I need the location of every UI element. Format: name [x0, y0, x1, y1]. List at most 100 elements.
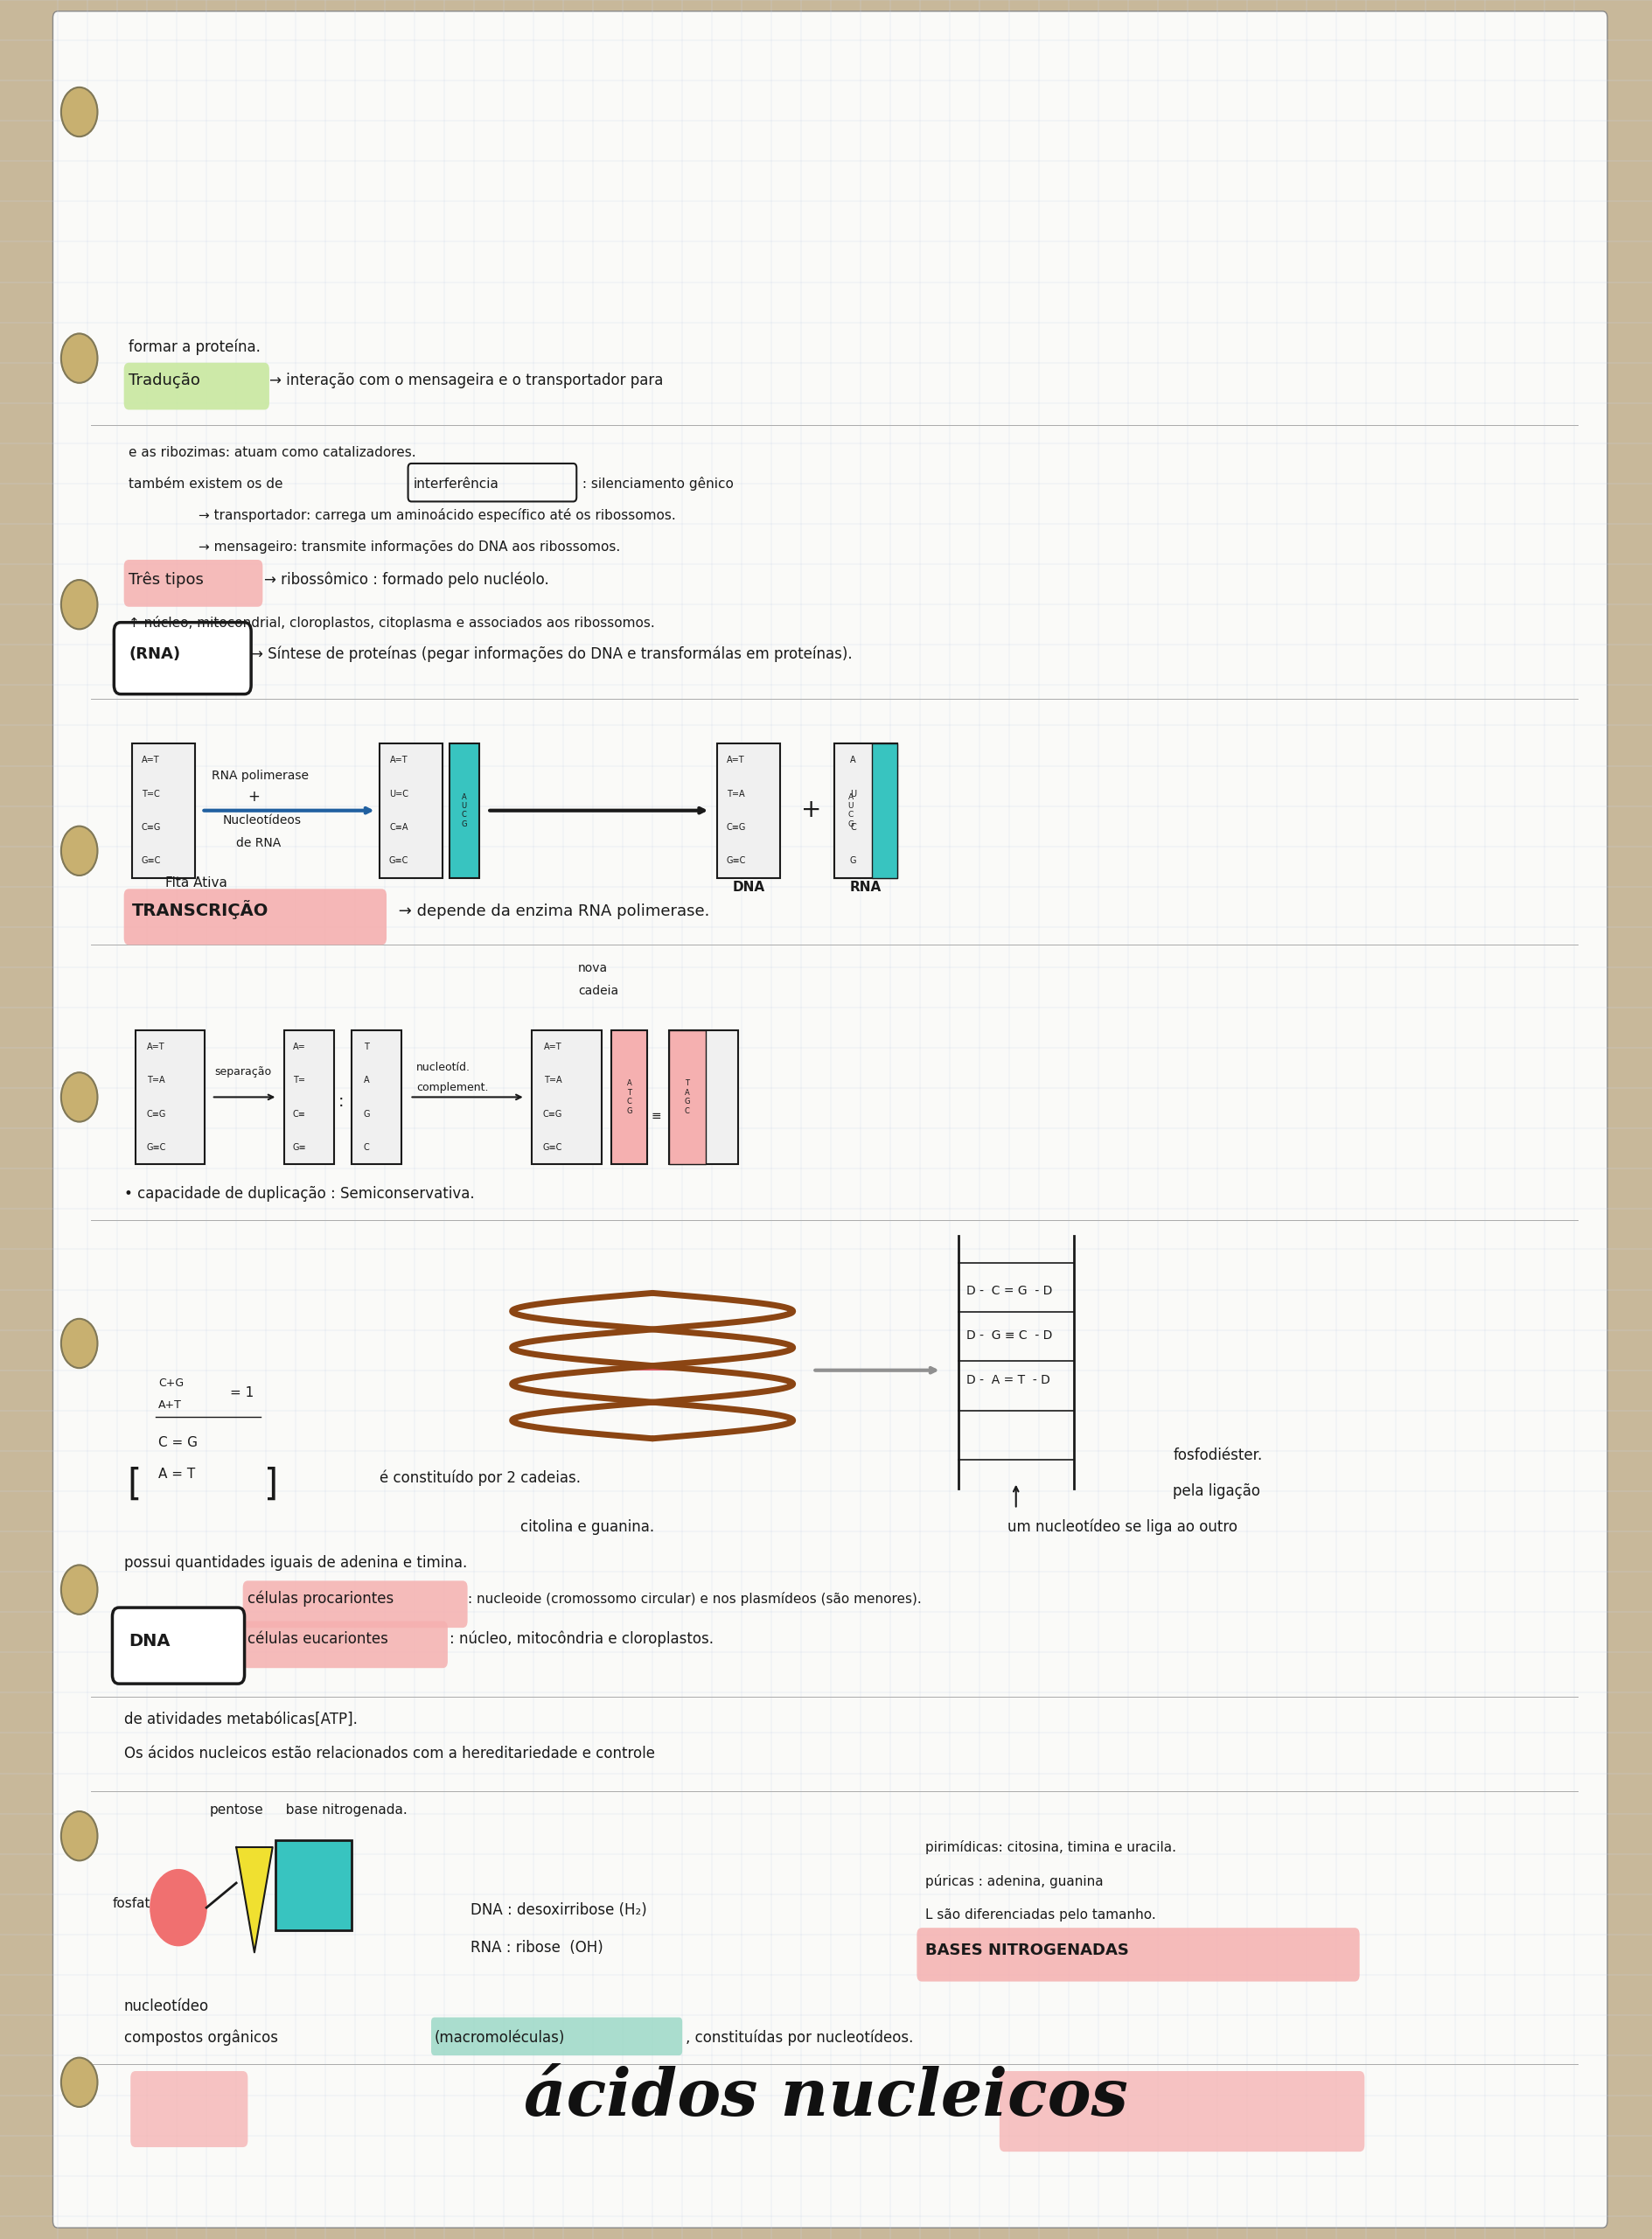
Text: → transportador: carrega um aminoácido específico até os ribossomos.: → transportador: carrega um aminoácido e…: [198, 508, 676, 522]
Circle shape: [61, 1072, 97, 1122]
FancyBboxPatch shape: [834, 743, 897, 878]
FancyBboxPatch shape: [917, 1928, 1360, 1982]
Text: C: C: [851, 824, 856, 831]
Text: C≡G: C≡G: [725, 824, 745, 831]
Text: T=C: T=C: [142, 790, 160, 797]
Text: :: :: [339, 1093, 344, 1111]
Text: → Síntese de proteínas (pegar informações do DNA e transformálas em proteínas).: → Síntese de proteínas (pegar informaçõe…: [251, 645, 852, 663]
Circle shape: [61, 1319, 97, 1368]
Text: (RNA): (RNA): [129, 647, 180, 663]
Text: de atividades metabólicas[ATP].: de atividades metabólicas[ATP].: [124, 1713, 357, 1729]
Text: D -  G ≡ C  - D: D - G ≡ C - D: [966, 1330, 1052, 1341]
Text: G≡C: G≡C: [725, 858, 745, 864]
Text: C = G: C = G: [159, 1435, 198, 1449]
Text: = 1: = 1: [230, 1386, 253, 1399]
Text: separação: separação: [215, 1066, 271, 1077]
FancyBboxPatch shape: [53, 11, 1607, 2228]
Text: D -  C = G  - D: D - C = G - D: [966, 1285, 1052, 1296]
Text: A=T: A=T: [390, 757, 408, 763]
Text: um nucleotídeo se liga ao outro: um nucleotídeo se liga ao outro: [1008, 1518, 1237, 1536]
Text: A: A: [851, 757, 856, 763]
FancyBboxPatch shape: [611, 1030, 648, 1164]
Text: é constituído por 2 cadeias.: é constituído por 2 cadeias.: [380, 1469, 582, 1487]
Text: fosfodiéster.: fosfodiéster.: [1173, 1449, 1262, 1464]
Text: RNA polimerase: RNA polimerase: [211, 770, 309, 781]
Text: Fita Ativa: Fita Ativa: [165, 875, 228, 889]
Text: ]: ]: [264, 1467, 279, 1505]
FancyBboxPatch shape: [669, 1030, 738, 1164]
Text: A=T: A=T: [142, 757, 160, 763]
Text: pentose: pentose: [210, 1802, 264, 1816]
Text: púricas : adenina, guanina: púricas : adenina, guanina: [925, 1874, 1104, 1887]
Text: : silenciamento gênico: : silenciamento gênico: [578, 477, 733, 490]
FancyBboxPatch shape: [284, 1030, 334, 1164]
Circle shape: [150, 1870, 206, 1946]
Text: de RNA: de RNA: [236, 837, 281, 849]
Text: T=A: T=A: [727, 790, 745, 797]
Text: (macromoléculas): (macromoléculas): [434, 2031, 565, 2046]
Text: C: C: [363, 1144, 370, 1151]
Text: : núcleo, mitocôndria e cloroplastos.: : núcleo, mitocôndria e cloroplastos.: [449, 1630, 714, 1648]
Text: T
A
G
C: T A G C: [684, 1079, 691, 1115]
Text: G≡C: G≡C: [544, 1144, 563, 1151]
FancyBboxPatch shape: [352, 1030, 401, 1164]
Text: RNA: RNA: [849, 880, 882, 893]
FancyBboxPatch shape: [132, 743, 195, 878]
FancyBboxPatch shape: [131, 2071, 248, 2147]
Text: → mensageiro: transmite informações do DNA aos ribossomos.: → mensageiro: transmite informações do D…: [198, 540, 620, 553]
Text: [: [: [127, 1467, 142, 1505]
FancyBboxPatch shape: [124, 363, 269, 410]
Text: A
T
C
G: A T C G: [626, 1079, 633, 1115]
Circle shape: [61, 334, 97, 383]
Text: C≡A: C≡A: [390, 824, 408, 831]
FancyBboxPatch shape: [276, 1840, 352, 1930]
Circle shape: [61, 2058, 97, 2107]
Text: pela ligação: pela ligação: [1173, 1484, 1260, 1500]
Text: interferência: interferência: [413, 477, 499, 490]
Circle shape: [61, 87, 97, 137]
FancyBboxPatch shape: [532, 1030, 601, 1164]
Text: base nitrogenada.: base nitrogenada.: [278, 1802, 408, 1816]
Text: U=C: U=C: [390, 790, 408, 797]
Text: C≡G: C≡G: [147, 1111, 167, 1117]
Text: G: G: [849, 858, 856, 864]
Text: , constituídas por nucleotídeos.: , constituídas por nucleotídeos.: [686, 2029, 914, 2046]
FancyBboxPatch shape: [431, 2017, 682, 2055]
Text: G≡: G≡: [292, 1144, 306, 1151]
Text: DNA : desoxirribose (H₂): DNA : desoxirribose (H₂): [471, 1903, 648, 1919]
Text: DNA: DNA: [732, 880, 765, 893]
Circle shape: [61, 1565, 97, 1614]
Text: C≡: C≡: [292, 1111, 306, 1117]
Text: → ribossômico : formado pelo nucléolo.: → ribossômico : formado pelo nucléolo.: [264, 571, 548, 589]
Text: Os ácidos nucleicos estão relacionados com a hereditariedade e controle: Os ácidos nucleicos estão relacionados c…: [124, 1746, 654, 1762]
Text: formar a proteína.: formar a proteína.: [129, 338, 261, 356]
Text: +: +: [248, 790, 259, 806]
Text: BASES NITROGENADAS: BASES NITROGENADAS: [925, 1943, 1128, 1959]
Text: Tradução: Tradução: [129, 374, 200, 390]
FancyBboxPatch shape: [449, 743, 479, 878]
Text: T=A: T=A: [147, 1077, 165, 1084]
Text: → depende da enzima RNA polimerase.: → depende da enzima RNA polimerase.: [393, 905, 709, 920]
Text: e as ribozimas: atuam como catalizadores.: e as ribozimas: atuam como catalizadores…: [129, 446, 416, 459]
Text: A=T: A=T: [147, 1043, 165, 1050]
Text: ↑ núcleo, mitocondrial, cloroplastos, citoplasma e associados aos ribossomos.: ↑ núcleo, mitocondrial, cloroplastos, ci…: [129, 616, 656, 629]
Text: citolina e guanina.: citolina e guanina.: [520, 1520, 654, 1536]
Circle shape: [61, 826, 97, 875]
Text: A: A: [363, 1077, 370, 1084]
FancyBboxPatch shape: [243, 1581, 468, 1628]
Text: L são diferenciadas pelo tamanho.: L são diferenciadas pelo tamanho.: [925, 1908, 1156, 1921]
Text: G≡C: G≡C: [388, 858, 408, 864]
FancyBboxPatch shape: [999, 2071, 1365, 2152]
Text: T=: T=: [292, 1077, 306, 1084]
Text: fosfato: fosfato: [112, 1896, 159, 1910]
Text: D -  A = T  - D: D - A = T - D: [966, 1375, 1051, 1386]
FancyBboxPatch shape: [872, 743, 897, 878]
Text: cadeia: cadeia: [578, 985, 618, 996]
FancyBboxPatch shape: [114, 622, 251, 694]
Text: ≡: ≡: [651, 1111, 661, 1122]
Text: G≡C: G≡C: [147, 1144, 167, 1151]
Text: também existem os de: também existem os de: [129, 477, 287, 490]
Text: A=: A=: [292, 1043, 306, 1050]
FancyBboxPatch shape: [124, 889, 387, 945]
Text: compostos orgânicos: compostos orgânicos: [124, 2029, 282, 2046]
